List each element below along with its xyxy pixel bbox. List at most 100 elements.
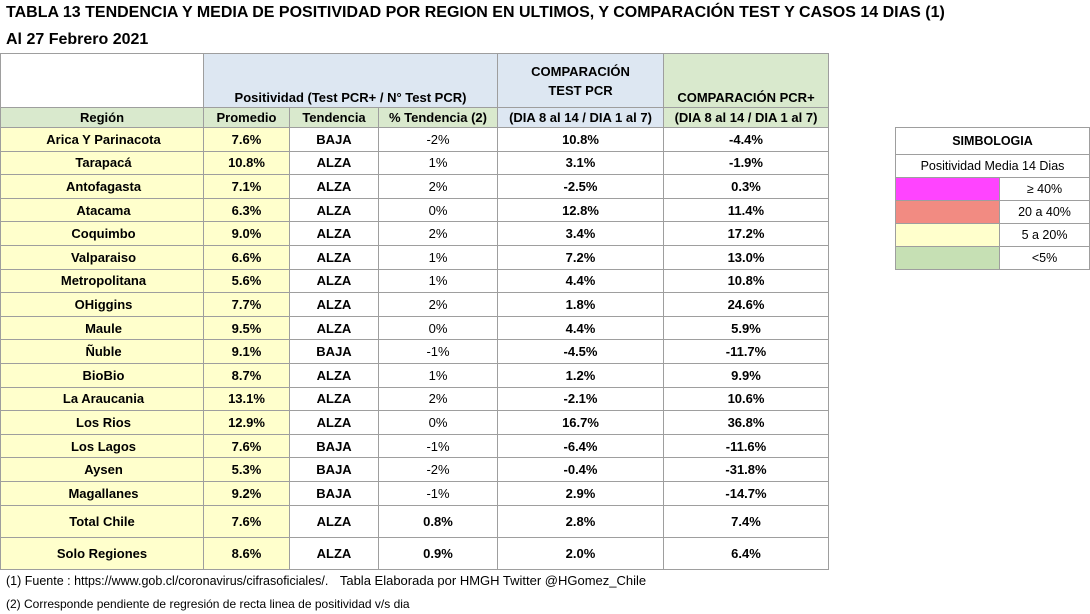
- comp-test-cell: 3.1%: [497, 150, 664, 176]
- legend-row: 5 a 20%: [895, 223, 1090, 247]
- pct-tendencia-cell: 2%: [378, 221, 498, 246]
- table-subtitle: Al 27 Febrero 2021: [6, 31, 149, 48]
- pct-tendencia-cell: 2%: [378, 174, 498, 199]
- table-row: Los Rios 12.9% ALZA 0% 16.7% 36.8%: [0, 410, 829, 435]
- comp-pcr-cell: 9.9%: [663, 362, 829, 388]
- header-blank: [0, 53, 204, 108]
- total-comp-test-cell: 2.8%: [497, 504, 664, 538]
- promedio-cell: 5.6%: [203, 268, 290, 294]
- tendencia-cell: BAJA: [289, 339, 379, 364]
- promedio-cell: 7.1%: [203, 174, 290, 199]
- pct-tendencia-cell: 2%: [378, 386, 498, 412]
- total-region-cell: Total Chile: [0, 504, 204, 538]
- promedio-cell: 9.5%: [203, 315, 290, 341]
- comp-pcr-cell: -1.9%: [663, 150, 829, 176]
- legend-label: 5 a 20%: [999, 223, 1090, 247]
- legend-swatch: [895, 200, 1000, 224]
- promedio-cell: 7.6%: [203, 433, 290, 459]
- comp-test-cell: 4.4%: [497, 315, 664, 341]
- table-row: Coquimbo 9.0% ALZA 2% 3.4% 17.2%: [0, 221, 829, 246]
- total-row: Solo Regiones 8.6% ALZA 0.9% 2.0% 6.4%: [0, 536, 829, 570]
- tendencia-cell: ALZA: [289, 315, 379, 341]
- table-row: Ñuble 9.1% BAJA -1% -4.5% -11.7%: [0, 339, 829, 364]
- promedio-cell: 6.3%: [203, 197, 290, 223]
- comp-test-cell: -0.4%: [497, 457, 664, 482]
- table-row: Valparaiso 6.6% ALZA 1% 7.2% 13.0%: [0, 244, 829, 270]
- region-cell: Valparaiso: [0, 244, 204, 270]
- positivity-table: Positividad (Test PCR+ / N° Test PCR) CO…: [0, 53, 829, 570]
- table-row: Antofagasta 7.1% ALZA 2% -2.5% 0.3%: [0, 174, 829, 199]
- comp-test-cell: 2.9%: [497, 480, 664, 506]
- legend-swatch: [895, 246, 1000, 270]
- pct-tendencia-cell: 1%: [378, 150, 498, 176]
- promedio-cell: 6.6%: [203, 244, 290, 270]
- comp-test-cell: 16.7%: [497, 410, 664, 435]
- col-region-header: Región: [0, 107, 204, 128]
- promedio-cell: 13.1%: [203, 386, 290, 412]
- col-promedio-header: Promedio: [203, 107, 290, 128]
- comp-pcr-cell: -14.7%: [663, 480, 829, 506]
- region-cell: Arica Y Parinacota: [0, 127, 204, 152]
- comp-test-cell: 10.8%: [497, 127, 664, 152]
- comp-pcr-cell: 10.6%: [663, 386, 829, 412]
- total-pct-tendencia-cell: 0.9%: [378, 536, 498, 570]
- table-row: Metropolitana 5.6% ALZA 1% 4.4% 10.8%: [0, 268, 829, 294]
- tendencia-cell: ALZA: [289, 244, 379, 270]
- comp-pcr-cell: 13.0%: [663, 244, 829, 270]
- legend-subtitle: Positividad Media 14 Dias: [895, 154, 1090, 178]
- table-row: Magallanes 9.2% BAJA -1% 2.9% -14.7%: [0, 480, 829, 506]
- pct-tendencia-cell: 1%: [378, 244, 498, 270]
- col-pct-tendencia-header: % Tendencia (2): [378, 107, 498, 128]
- comp-test-header: COMPARACIÓN TEST PCR: [497, 53, 664, 108]
- promedio-cell: 7.7%: [203, 292, 290, 317]
- promedio-cell: 10.8%: [203, 150, 290, 176]
- promedio-cell: 9.0%: [203, 221, 290, 246]
- comp-pcr-header: COMPARACIÓN PCR+: [663, 53, 829, 108]
- total-row: Total Chile 7.6% ALZA 0.8% 2.8% 7.4%: [0, 504, 829, 538]
- pct-tendencia-cell: -1%: [378, 433, 498, 459]
- comp-test-cell: 3.4%: [497, 221, 664, 246]
- pct-tendencia-cell: -2%: [378, 457, 498, 482]
- comp-test-cell: 1.2%: [497, 362, 664, 388]
- pct-tendencia-cell: 1%: [378, 268, 498, 294]
- comp-pcr-cell: -31.8%: [663, 457, 829, 482]
- legend-title: SIMBOLOGIA: [895, 127, 1090, 155]
- comp-pcr-cell: 36.8%: [663, 410, 829, 435]
- region-cell: Coquimbo: [0, 221, 204, 246]
- comp-pcr-cell: -11.7%: [663, 339, 829, 364]
- comp-test-cell: -2.1%: [497, 386, 664, 412]
- tendencia-cell: BAJA: [289, 433, 379, 459]
- legend-swatch: [895, 177, 1000, 201]
- table-row: La Araucania 13.1% ALZA 2% -2.1% 10.6%: [0, 386, 829, 412]
- legend-label: 20 a 40%: [999, 200, 1090, 224]
- pct-tendencia-cell: 0%: [378, 315, 498, 341]
- region-cell: Magallanes: [0, 480, 204, 506]
- pct-tendencia-cell: 0%: [378, 197, 498, 223]
- total-tendencia-cell: ALZA: [289, 504, 379, 538]
- table-row: Tarapacá 10.8% ALZA 1% 3.1% -1.9%: [0, 150, 829, 176]
- table-title: TABLA 13 TENDENCIA Y MEDIA DE POSITIVIDA…: [6, 4, 945, 21]
- region-cell: Tarapacá: [0, 150, 204, 176]
- comp-pcr-cell: 5.9%: [663, 315, 829, 341]
- comp-test-cell: -2.5%: [497, 174, 664, 199]
- tendencia-cell: ALZA: [289, 410, 379, 435]
- promedio-cell: 8.7%: [203, 362, 290, 388]
- pct-tendencia-cell: -1%: [378, 339, 498, 364]
- total-comp-pcr-cell: 7.4%: [663, 504, 829, 538]
- region-cell: Metropolitana: [0, 268, 204, 294]
- pct-tendencia-cell: 2%: [378, 292, 498, 317]
- pct-tendencia-cell: -2%: [378, 127, 498, 152]
- comp-pcr-cell: 17.2%: [663, 221, 829, 246]
- pct-tendencia-cell: 1%: [378, 362, 498, 388]
- comp-test-cell: 1.8%: [497, 292, 664, 317]
- col-tendencia-header: Tendencia: [289, 107, 379, 128]
- table-row: BioBio 8.7% ALZA 1% 1.2% 9.9%: [0, 362, 829, 388]
- table-row: Los Lagos 7.6% BAJA -1% -6.4% -11.6%: [0, 433, 829, 459]
- promedio-cell: 9.2%: [203, 480, 290, 506]
- comp-pcr-cell: 24.6%: [663, 292, 829, 317]
- positividad-group-header: Positividad (Test PCR+ / N° Test PCR): [203, 53, 498, 108]
- comp-pcr-cell: -11.6%: [663, 433, 829, 459]
- comp-test-cell: -6.4%: [497, 433, 664, 459]
- tendencia-cell: ALZA: [289, 197, 379, 223]
- legend-row: <5%: [895, 246, 1090, 270]
